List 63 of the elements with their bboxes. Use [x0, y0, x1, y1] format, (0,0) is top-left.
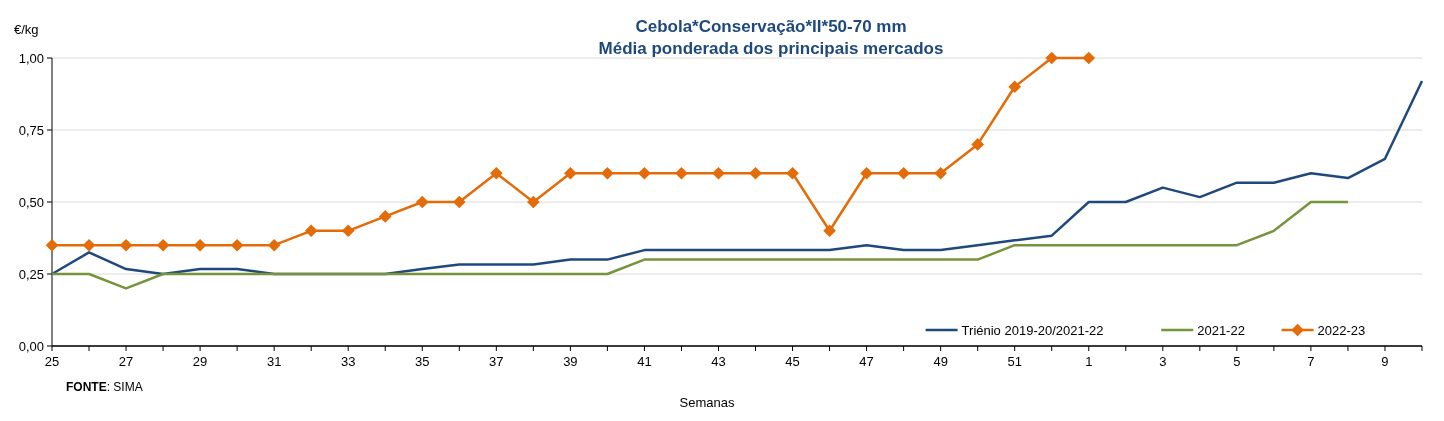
source-note: FONTE: SIMA	[66, 380, 143, 394]
point	[230, 238, 244, 252]
x-tick-label: 27	[118, 354, 134, 369]
point	[45, 238, 59, 252]
x-tick-label: 39	[563, 354, 578, 369]
point	[601, 166, 614, 180]
point	[564, 166, 577, 180]
point	[119, 238, 133, 252]
x-tick-label: 33	[340, 354, 356, 369]
x-tick-label: 9	[1381, 354, 1389, 369]
point	[823, 224, 836, 238]
x-tick-label: 5	[1233, 354, 1241, 369]
chart-subtitle: Média ponderada dos principais mercados	[598, 39, 944, 58]
y-axis-title: €/kg	[14, 22, 39, 37]
legend-label: 2022-23	[1317, 322, 1366, 338]
x-tick-label: 47	[859, 354, 874, 369]
point	[1008, 80, 1022, 94]
point	[156, 238, 170, 252]
x-tick-label: 29	[192, 354, 208, 369]
x-tick-label: 25	[44, 354, 60, 369]
line-series	[50, 79, 1424, 276]
point	[1082, 51, 1096, 65]
point	[452, 195, 466, 209]
x-tick-label: 41	[637, 354, 652, 369]
x-tick-label: 49	[933, 354, 948, 369]
x-tick-label: 7	[1307, 354, 1315, 369]
point	[415, 195, 429, 209]
line-series	[50, 200, 1350, 290]
point	[1045, 51, 1059, 65]
y-tick-label: 0,50	[18, 194, 44, 210]
y-tick-label: 0,00	[18, 338, 44, 354]
y-tick-label: 1,00	[18, 50, 44, 66]
point	[527, 195, 540, 209]
point	[712, 166, 725, 180]
point	[638, 166, 651, 180]
legend-label: Triénio 2019-20/2021-22	[961, 322, 1104, 338]
point	[82, 238, 96, 252]
y-tick-label: 0,25	[18, 266, 44, 282]
legend-label: 2021-22	[1197, 322, 1245, 338]
point	[897, 166, 910, 180]
x-tick-label: 1	[1085, 354, 1093, 369]
point	[193, 238, 207, 252]
x-tick-label: 35	[415, 354, 430, 369]
x-tick-label: 45	[785, 354, 800, 369]
point	[267, 238, 281, 252]
x-axis-title: Semanas	[679, 395, 735, 410]
point	[934, 166, 947, 180]
point	[749, 166, 762, 180]
point	[786, 166, 799, 180]
x-tick-label: 43	[711, 354, 726, 369]
point	[971, 138, 984, 151]
point	[675, 166, 688, 180]
x-tick-label: 37	[489, 354, 504, 369]
y-tick-label: 0,75	[18, 122, 44, 138]
point	[304, 224, 318, 238]
point	[341, 224, 355, 238]
chart-title: Cebola*Conservação*II*50-70 mm	[635, 17, 907, 36]
x-tick-label: 31	[266, 354, 282, 369]
point	[378, 210, 392, 223]
x-tick-label: 3	[1159, 354, 1167, 369]
point	[490, 166, 503, 180]
x-tick-label: 51	[1007, 354, 1022, 369]
point	[860, 166, 873, 180]
